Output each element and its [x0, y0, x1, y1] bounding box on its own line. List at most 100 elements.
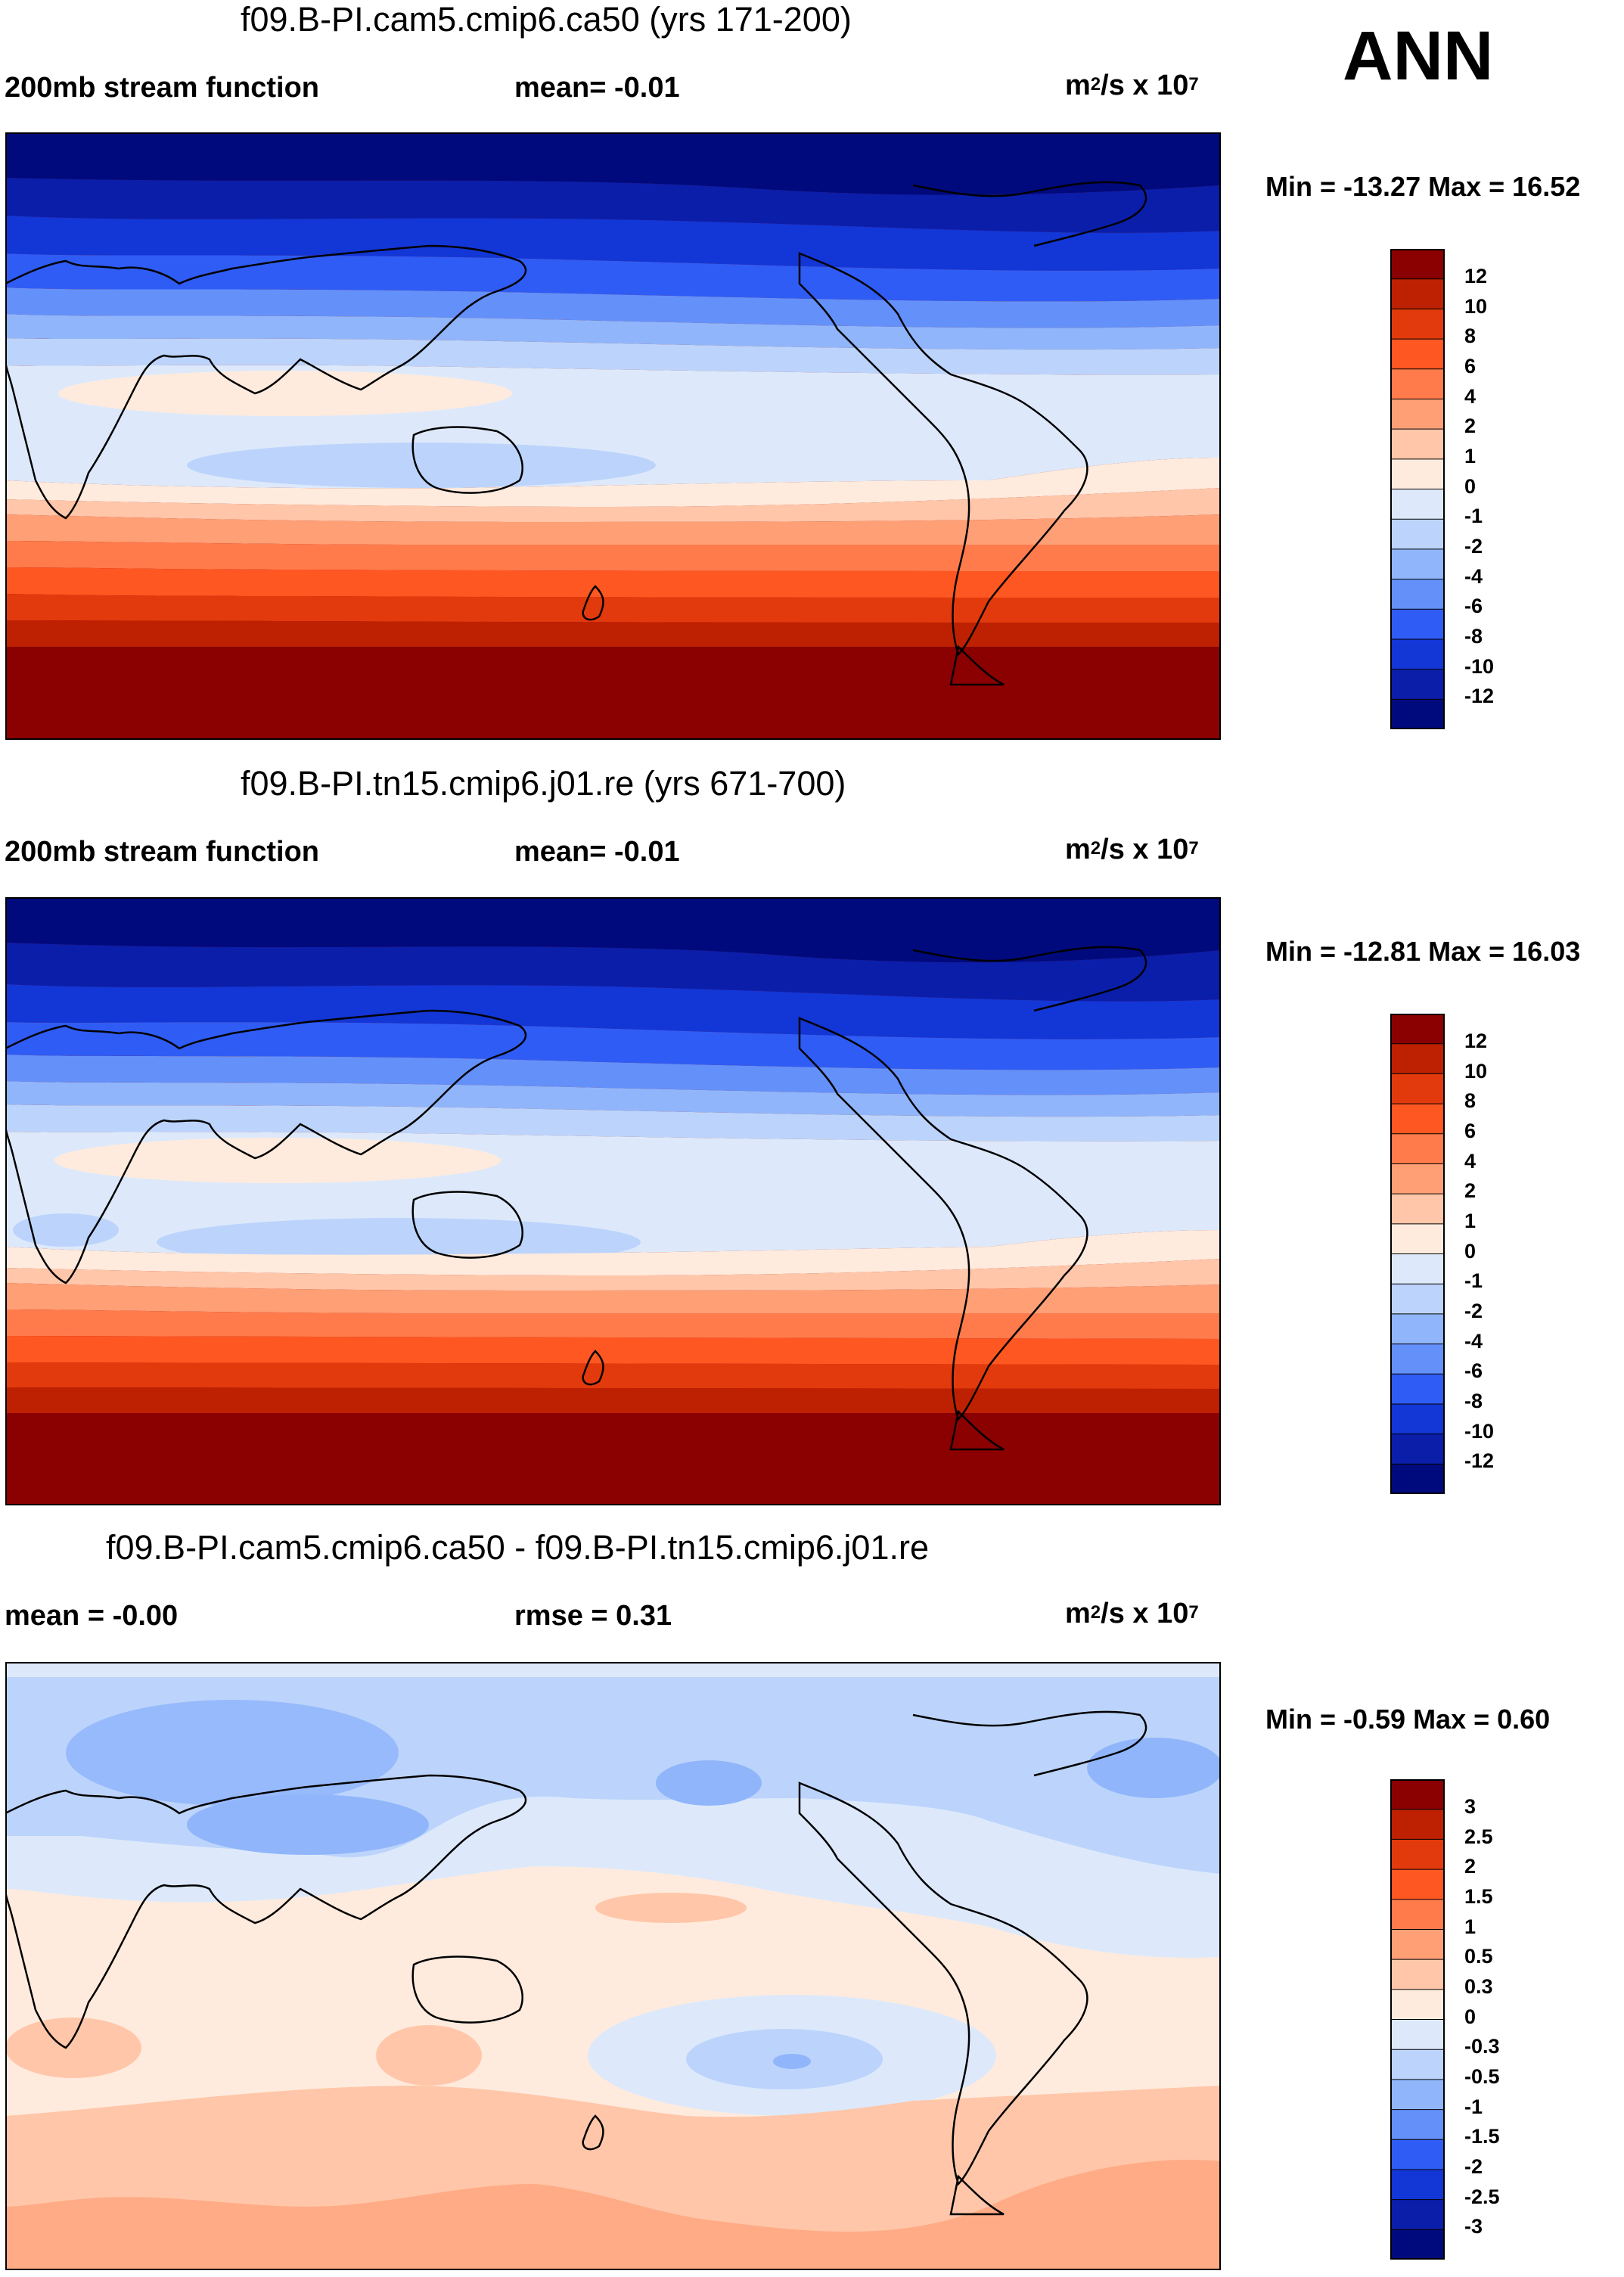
panel-1-colorbar	[1390, 249, 1445, 729]
colorbar-swatch	[1390, 249, 1445, 280]
colorbar-label: -1	[1464, 2095, 1483, 2118]
colorbar-swatch	[1390, 1073, 1445, 1104]
panel-2-title: f09.B-PI.tn15.cmip6.j01.re (yrs 671-700)	[241, 764, 846, 803]
colorbar-label: -3	[1464, 2215, 1483, 2238]
colorbar-swatch	[1390, 1464, 1445, 1494]
colorbar-label: 6	[1464, 355, 1477, 377]
colorbar-swatch	[1390, 1899, 1445, 1930]
colorbar-swatch	[1390, 1403, 1445, 1435]
colorbar-label: -4	[1464, 565, 1483, 588]
colorbar-swatch	[1390, 548, 1445, 580]
colorbar-label: 0	[1464, 2005, 1477, 2028]
panel-3-map	[5, 1662, 1221, 2270]
panel-2-units: m2/s x 107	[1065, 834, 1199, 865]
colorbar-swatch	[1390, 1223, 1445, 1254]
colorbar-label: -1	[1464, 1269, 1483, 1292]
colorbar-swatch	[1390, 519, 1445, 550]
colorbar-swatch	[1390, 2019, 1445, 2050]
colorbar-swatch	[1390, 1374, 1445, 1405]
colorbar-swatch	[1390, 1284, 1445, 1315]
colorbar-swatch	[1390, 1434, 1445, 1465]
colorbar-label: 0	[1464, 475, 1477, 498]
colorbar-swatch	[1390, 1133, 1445, 1164]
colorbar-label: 4	[1464, 385, 1477, 408]
colorbar-label: -2.5	[1464, 2185, 1500, 2208]
colorbar-label: -12	[1464, 1449, 1495, 1472]
colorbar-swatch	[1390, 669, 1445, 700]
colorbar-label: -2	[1464, 1300, 1483, 1322]
colorbar-label: 0.5	[1464, 1945, 1493, 1968]
colorbar-swatch	[1390, 1959, 1445, 1990]
colorbar-label: 2	[1464, 415, 1477, 437]
colorbar-label: -8	[1464, 1390, 1483, 1412]
colorbar-label: 10	[1464, 295, 1488, 318]
panel-2-minmax: Min = -12.81 Max = 16.03	[1265, 936, 1581, 967]
colorbar-swatch	[1390, 1104, 1445, 1135]
colorbar-label: -10	[1464, 655, 1495, 678]
panel-1-map	[5, 132, 1221, 740]
colorbar-label: 12	[1464, 1030, 1488, 1052]
colorbar-label: 8	[1464, 1089, 1477, 1112]
panel-3-units: m2/s x 107	[1065, 1598, 1199, 1629]
colorbar-label: 1.5	[1464, 1885, 1493, 1908]
colorbar-swatch	[1390, 638, 1445, 670]
colorbar-label: 3	[1464, 1795, 1477, 1818]
panel-1-minmax: Min = -13.27 Max = 16.52	[1265, 171, 1581, 202]
colorbar-swatch	[1390, 2079, 1445, 2111]
colorbar-swatch	[1390, 1989, 1445, 2020]
colorbar-label: -4	[1464, 1330, 1483, 1353]
colorbar-swatch	[1390, 458, 1445, 489]
colorbar-label: 10	[1464, 1060, 1488, 1083]
panel-1-field-label: 200mb stream function	[5, 72, 319, 104]
panel-3-title: f09.B-PI.cam5.cmip6.ca50 - f09.B-PI.tn15…	[106, 1528, 929, 1567]
panel-1-units: m2/s x 107	[1065, 70, 1199, 101]
colorbar-swatch	[1390, 489, 1445, 520]
panel-3-mean-label: mean = -0.00	[5, 1600, 179, 1632]
colorbar-swatch	[1390, 1839, 1445, 1870]
colorbar-label: 1	[1464, 1915, 1477, 1938]
colorbar-label: -8	[1464, 625, 1483, 648]
colorbar-swatch	[1390, 579, 1445, 610]
season-label: ANN	[1343, 17, 1494, 95]
colorbar-swatch	[1390, 1779, 1445, 1810]
colorbar-swatch	[1390, 1313, 1445, 1345]
panel-3-minmax: Min = -0.59 Max = 0.60	[1265, 1704, 1551, 1735]
colorbar-label: 4	[1464, 1150, 1477, 1173]
colorbar-label: -10	[1464, 1420, 1495, 1443]
colorbar-label: -0.5	[1464, 2065, 1500, 2088]
colorbar-swatch	[1390, 1163, 1445, 1194]
panel-1-mean-label: mean= -0.01	[514, 72, 680, 104]
colorbar-swatch	[1390, 1809, 1445, 1840]
colorbar-label: 1	[1464, 445, 1477, 468]
colorbar-swatch	[1390, 278, 1445, 309]
colorbar-swatch	[1390, 399, 1445, 430]
panel-1-title: f09.B-PI.cam5.cmip6.ca50 (yrs 171-200)	[241, 0, 852, 39]
colorbar-swatch	[1390, 2109, 1445, 2140]
colorbar-label: 1	[1464, 1210, 1477, 1232]
colorbar-swatch	[1390, 429, 1445, 460]
colorbar-label: -1.5	[1464, 2125, 1500, 2148]
colorbar-label: -2	[1464, 535, 1483, 558]
colorbar-swatch	[1390, 1929, 1445, 1960]
panel-3-colorbar	[1390, 1779, 1445, 2260]
panel-2-map	[5, 897, 1221, 1505]
colorbar-label: -6	[1464, 595, 1483, 617]
colorbar-swatch	[1390, 609, 1445, 640]
colorbar-swatch	[1390, 1869, 1445, 1900]
colorbar-swatch	[1390, 339, 1445, 370]
colorbar-label: 2	[1464, 1855, 1477, 1878]
panel-2-colorbar	[1390, 1014, 1445, 1494]
colorbar-label: -12	[1464, 685, 1495, 707]
colorbar-swatch	[1390, 1014, 1445, 1045]
colorbar-label: -6	[1464, 1359, 1483, 1382]
colorbar-swatch	[1390, 1043, 1445, 1074]
colorbar-label: -0.3	[1464, 2035, 1500, 2058]
colorbar-swatch	[1390, 309, 1445, 340]
colorbar-swatch	[1390, 2049, 1445, 2080]
colorbar-label: 0	[1464, 1240, 1477, 1263]
colorbar-swatch	[1390, 699, 1445, 729]
colorbar-label: 2.5	[1464, 1825, 1493, 1848]
panel-2-mean-label: mean= -0.01	[514, 836, 680, 868]
colorbar-swatch	[1390, 2199, 1445, 2230]
colorbar-label: 8	[1464, 325, 1477, 347]
